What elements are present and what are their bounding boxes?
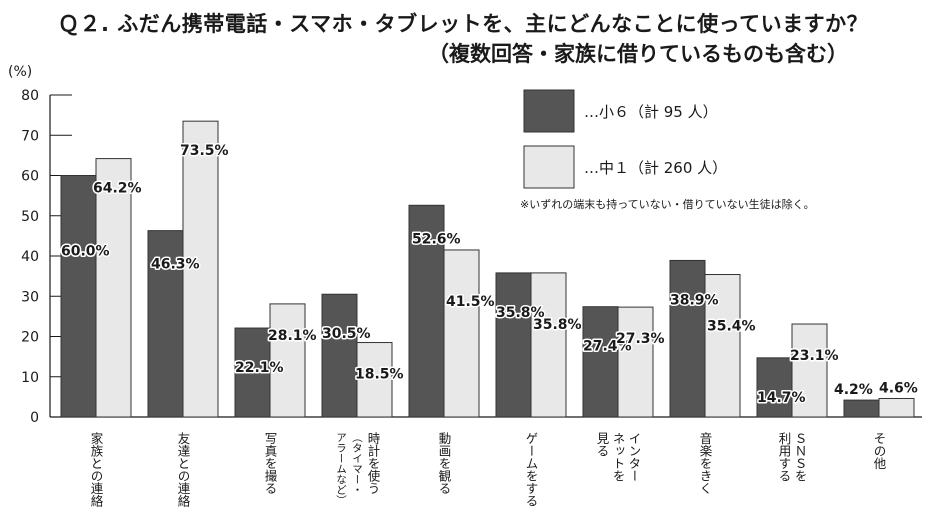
category-label: 友達との連絡 (176, 432, 191, 507)
category-label: ネットを (611, 432, 626, 482)
y-tick-label: 50 (21, 209, 39, 225)
bar-grade6 (60, 175, 97, 418)
bar-grade6 (669, 259, 706, 418)
legend-swatch-grade7 (523, 145, 575, 189)
bar-grade7 (617, 306, 654, 418)
bar-grade7 (704, 274, 741, 418)
legend-label: …中１（計 260 人） (584, 159, 727, 177)
category-label: （タイマー・ (351, 432, 363, 495)
bar-grade6 (321, 293, 358, 418)
y-tick-label: 0 (30, 410, 39, 426)
data-label: 41.5% (446, 294, 495, 310)
category-label: 動画を観る (437, 432, 452, 495)
y-tick-label: 40 (21, 249, 39, 265)
y-axis-unit-label: (%) (8, 64, 32, 80)
category-label: その他 (872, 432, 887, 470)
category-label: 音楽をきく (698, 431, 713, 495)
data-label: 60.0% (61, 244, 110, 260)
category-label: ＳＮＳを (793, 432, 808, 482)
chart-title: Ｑ２. ふだん携帯電話・スマホ・タブレットを、主にどんなことに使っていますか？ (58, 12, 869, 36)
data-label: 4.6% (879, 380, 918, 396)
data-label: 27.4% (583, 339, 632, 355)
data-label: 27.3% (616, 331, 665, 347)
legend-label: …小６（計 95 人） (584, 103, 718, 121)
bar-grade6 (582, 306, 619, 418)
y-tick-label: 70 (21, 128, 39, 144)
data-label: 38.9% (670, 292, 719, 308)
category-label: 見る (595, 432, 610, 457)
data-label: 18.5% (355, 367, 404, 383)
bar-grade6 (843, 399, 880, 418)
footnote: ※いずれの端末も持っていない・借りていない生徒は除く。 (520, 197, 815, 211)
legend-swatch-grade6 (523, 89, 575, 133)
data-label: 22.1% (235, 360, 284, 376)
data-label: 30.5% (322, 326, 371, 342)
y-tick-label: 60 (21, 169, 39, 185)
data-label: 35.8% (496, 305, 545, 321)
bar-grade7 (530, 272, 567, 418)
bar-grade6 (495, 272, 532, 418)
category-label: アラームなど） (335, 432, 347, 506)
y-tick-label: 10 (21, 370, 39, 386)
chart-subtitle: （複数回答・家族に借りているものも含む） (428, 42, 848, 66)
data-label: 35.8% (533, 317, 582, 333)
data-label: 64.2% (93, 181, 142, 197)
category-label: 時計を使う (366, 432, 381, 495)
data-label: 52.6% (412, 231, 461, 247)
data-label: 73.5% (180, 143, 229, 159)
category-label: ゲームをする (524, 432, 539, 507)
bar-grade7 (878, 397, 915, 418)
data-label: 4.2% (834, 382, 873, 398)
data-label: 46.3% (151, 257, 200, 273)
y-tick-label: 30 (21, 289, 39, 305)
data-label: 35.4% (707, 319, 756, 335)
y-tick-label: 20 (21, 330, 39, 346)
category-label: 写真を撮る (263, 432, 278, 495)
bar-grade7 (443, 249, 480, 418)
category-label: インター (627, 432, 642, 482)
data-label: 23.1% (790, 348, 839, 364)
data-label: 28.1% (268, 328, 317, 344)
bar-grade7 (356, 342, 393, 418)
category-label: 家族との連絡 (89, 431, 104, 507)
bar-grade7 (182, 120, 219, 418)
bar-grade7 (95, 158, 132, 418)
bar-grade7 (269, 303, 306, 418)
bar-grade6 (408, 204, 445, 418)
bar-grade6 (756, 357, 793, 418)
category-label: 利用する (777, 432, 792, 482)
y-tick-label: 80 (21, 88, 39, 104)
data-label: 14.7% (757, 390, 806, 406)
bar-grade6 (147, 230, 184, 418)
bar-grade7 (791, 323, 828, 418)
